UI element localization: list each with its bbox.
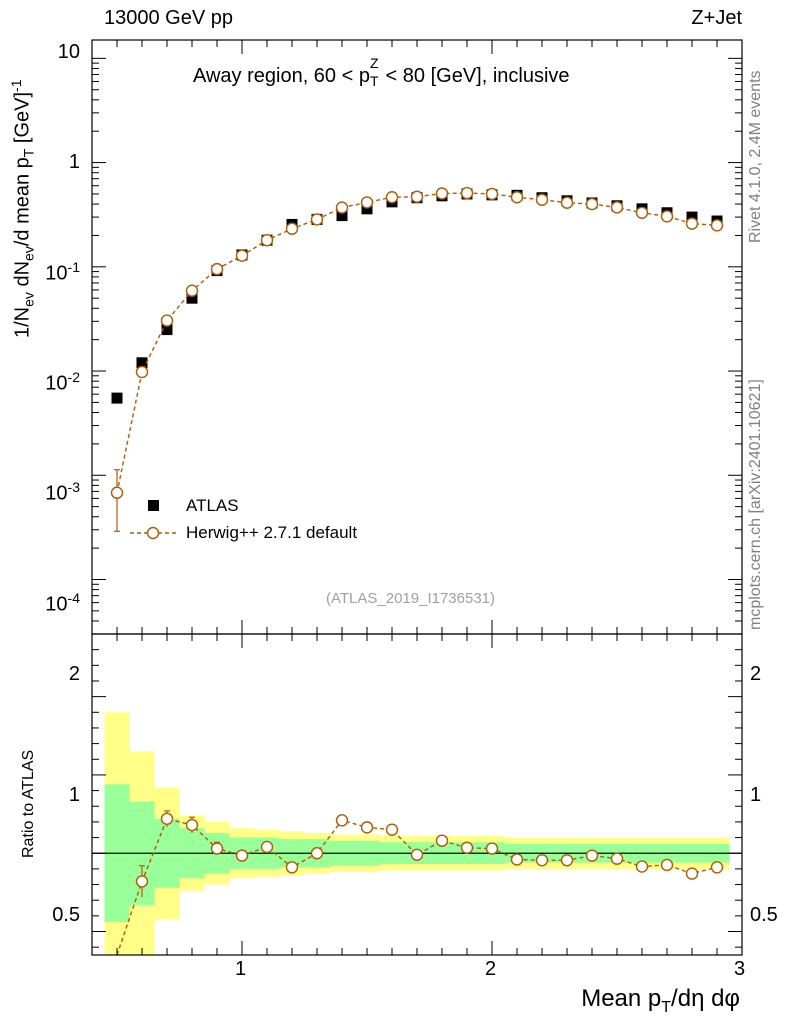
data-point-herwig [710,219,724,232]
data-point-atlas [136,357,148,369]
data-point-atlas [111,392,123,404]
y-tick-label: 10 [57,41,80,63]
data-point-atlas [361,203,373,215]
ratio-tick-label: 2 [68,663,80,685]
y-tick-label: 10-1 [45,259,80,285]
data-point-herwig [160,314,174,327]
data-point-atlas [686,211,698,223]
ratio-tick-label-right: 2 [750,663,762,685]
ratio-point-herwig [660,858,674,872]
legend-label-herwig: Herwig++ 2.7.1 default [186,523,358,542]
ratio-tick-label-right: 1 [750,784,762,806]
data-point-herwig [110,486,124,499]
ratio-uncertainty-bands [104,712,730,955]
ratio-tick-label: 1 [68,784,80,806]
ratio-point-herwig [335,814,349,827]
data-point-atlas [186,292,198,304]
ratio-point-herwig [685,867,699,880]
y-axis-label: 1/Nev dNev/d mean pT [GeV]-1 [8,79,37,338]
y-tick-label: 10-3 [45,479,80,505]
data-point-herwig [635,206,649,219]
data-point-herwig [385,191,399,204]
ratio-point-herwig [435,834,449,847]
ratio-point-herwig [310,847,324,860]
ratio-point-herwig [585,849,599,862]
ratio-point-herwig [285,861,299,874]
mc-series-line [116,192,718,493]
data-point-herwig [335,201,349,214]
ratio-point-herwig [235,849,249,862]
ratio-point-herwig [610,852,624,865]
data-point-herwig [310,213,324,226]
data-point-herwig [435,187,449,200]
analysis-tag: (ATLAS_2019_I1736531) [326,590,496,607]
data-point-herwig [535,193,549,206]
x-tick-label: 3 [734,958,746,980]
data-point-herwig [235,249,249,262]
main-plot-frame [91,39,743,635]
data-point-herwig [685,217,699,230]
ratio-point-herwig [485,842,499,855]
ratio-point-herwig [385,823,399,836]
data-point-herwig [460,186,474,200]
ratio-point-herwig [160,812,174,825]
main-plot-marks [110,186,724,532]
x-axis-label: Mean pT/dη dφ [581,985,740,1016]
side-label-rivet: Rivet 4.1.0, 2.4M events [747,70,764,243]
data-point-herwig [285,222,299,235]
data-point-herwig [485,187,499,201]
data-point-herwig [185,284,199,297]
ratio-point-herwig [710,861,724,874]
x-tick-label: 1 [235,958,247,980]
ratio-point-herwig [210,842,224,855]
data-point-herwig [410,190,424,203]
ratio-y-axis-label: Ratio to ATLAS [20,749,37,858]
data-point-herwig [660,210,674,223]
data-point-herwig [360,196,374,209]
header-channel: Z+Jet [691,7,742,29]
y-tick-label: 10-4 [45,590,80,616]
data-point-atlas [161,324,173,336]
axes-frames [91,39,743,956]
data-point-herwig [260,234,274,247]
ratio-tick-label: 0.5 [52,904,80,926]
legend-label-atlas: ATLAS [186,496,239,515]
legend-marker-herwig [146,526,160,540]
legend-markers [130,500,178,540]
ratio-point-herwig [635,860,649,873]
ratio-point-herwig [260,840,274,854]
side-label-mcplots: mcplots.cern.ch [arXiv:2401.10621] [747,379,764,630]
data-point-herwig [560,196,574,209]
y-tick-label: 10-2 [45,369,80,395]
ratio-point-herwig [510,853,524,866]
y-tick-label: 1 [68,151,80,173]
data-point-herwig [510,191,524,204]
data-point-atlas [336,210,348,222]
legend-marker-atlas [148,500,159,511]
ratio-point-herwig [460,841,474,854]
ratio-tick-label-right: 0.5 [750,904,778,926]
ratio-point-herwig [185,818,199,832]
data-point-herwig [610,201,624,214]
ratio-plot-frame [91,633,743,956]
data-point-herwig [135,365,149,379]
x-tick-label: 2 [485,958,497,980]
header-process: 13000 GeV pp [104,7,233,29]
ratio-point-herwig [360,821,374,834]
ratio-point-herwig [535,854,549,867]
data-point-herwig [585,197,599,211]
ratio-plot-marks [92,810,742,956]
ratio-point-herwig [135,875,149,888]
data-point-herwig [210,262,224,276]
ratio-point-herwig [560,854,574,867]
ratio-point-herwig [410,848,424,861]
